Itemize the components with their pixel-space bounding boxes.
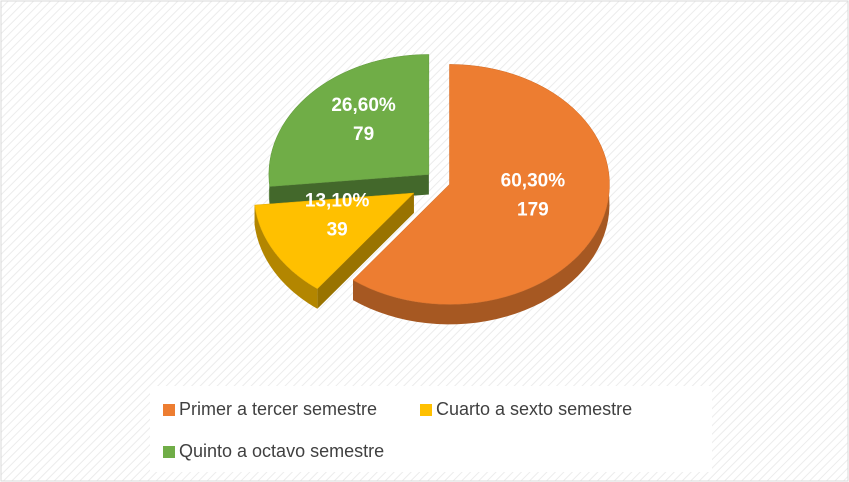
slice-side bbox=[254, 205, 318, 309]
legend-label: Primer a tercer semestre bbox=[179, 399, 377, 419]
legend-swatch bbox=[163, 404, 175, 416]
data-label: 13,10% bbox=[305, 190, 370, 211]
data-label: 26,60% bbox=[331, 95, 396, 116]
data-label: 179 bbox=[517, 199, 549, 220]
slice bbox=[254, 192, 415, 290]
legend: Primer a tercer semestre Cuarto a sexto s… bbox=[163, 399, 632, 461]
slice-side bbox=[353, 64, 610, 325]
slice-side bbox=[317, 193, 414, 309]
slice bbox=[268, 54, 430, 187]
data-label: 79 bbox=[353, 124, 374, 145]
legend-box bbox=[150, 386, 712, 472]
legend-label: Quinto a octavo semestre bbox=[179, 441, 384, 461]
pie: 60,30% 179 13,10% 39 26,60% 79 bbox=[254, 54, 610, 325]
slice bbox=[352, 64, 610, 305]
data-label: 39 bbox=[327, 219, 348, 240]
legend-label: Cuarto a sexto semestre bbox=[436, 399, 632, 419]
legend-swatch bbox=[420, 404, 432, 416]
data-label: 60,30% bbox=[501, 170, 566, 191]
slice-side bbox=[269, 174, 429, 207]
legend-swatch bbox=[163, 446, 175, 458]
